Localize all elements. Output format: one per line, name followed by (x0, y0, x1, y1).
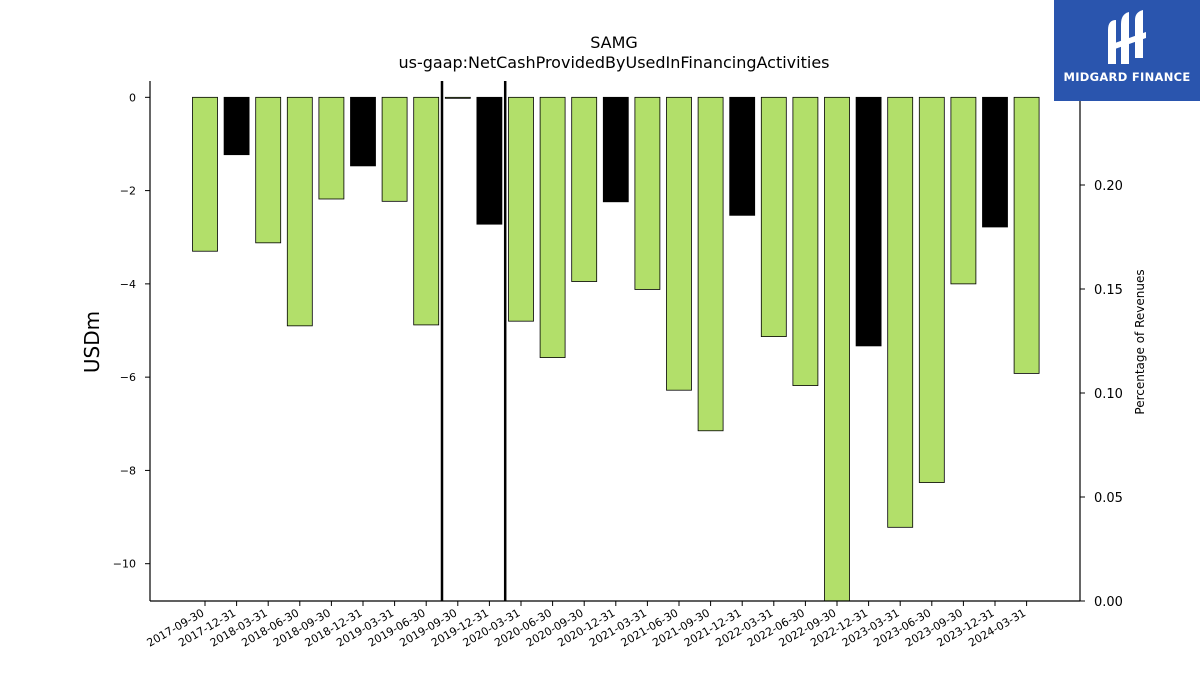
right-y-ticks: 0.00 0.05 0.10 0.15 0.20 (1080, 179, 1123, 610)
y-tick-label: −6 (120, 371, 136, 384)
bar-2018-06-30 (286, 96, 313, 327)
y-tick-label: −2 (120, 185, 136, 198)
brand-logo: MIDGARD FINANCE (1054, 0, 1200, 101)
bar-2023-12-31 (982, 96, 1008, 228)
bar-2019-12-31 (476, 96, 503, 225)
y2-tick-label: 0.15 (1094, 283, 1123, 298)
bar-2024-03-31 (1013, 96, 1040, 374)
marker-lines (440, 81, 507, 601)
bar-2020-12-31 (602, 96, 629, 203)
midgard-logo-icon (1108, 10, 1146, 64)
bar-2018-09-30 (318, 96, 345, 200)
bar-2019-09-30 (444, 96, 471, 99)
y2-tick-label: 0.10 (1094, 387, 1123, 402)
bar-2020-03-31 (508, 96, 534, 322)
bar-2017-12-31 (223, 96, 250, 156)
bars-group (192, 96, 1040, 602)
bar-2022-03-31 (760, 96, 787, 337)
y2-tick-label: 0.00 (1094, 595, 1123, 610)
bar-2021-03-31 (634, 96, 661, 290)
bar-2019-03-31 (381, 96, 408, 202)
y-axis-label: USDm (80, 311, 104, 373)
bar-2023-06-30 (918, 96, 945, 483)
bar-2020-09-30 (571, 96, 598, 282)
axes-frame (149, 81, 1081, 602)
bar-2021-06-30 (666, 96, 692, 391)
y2-tick-label: 0.20 (1094, 179, 1123, 194)
y-tick-label: −10 (113, 558, 136, 571)
bar-2023-09-30 (950, 96, 977, 285)
bar-2022-12-31 (855, 96, 882, 347)
y-tick-label: −4 (120, 278, 136, 291)
chart-title: SAMG (590, 33, 638, 52)
y-tick-label: 0 (129, 91, 136, 104)
bar-2018-12-31 (350, 96, 376, 167)
x-ticks: 2017-09-302017-12-312018-03-312018-06-30… (145, 601, 1028, 650)
chart-subtitle: us-gaap:NetCashProvidedByUsedInFinancing… (398, 53, 829, 72)
bar-2022-09-30 (824, 96, 850, 602)
left-y-ticks: 0 −2 −4 −6 −8 −10 (113, 91, 150, 571)
bar-2023-03-31 (887, 96, 914, 528)
bar-2020-06-30 (539, 96, 566, 358)
bar-2017-09-30 (192, 96, 218, 252)
bar-2019-06-30 (413, 96, 440, 326)
bar-2021-09-30 (697, 96, 724, 432)
bar-2022-06-30 (792, 96, 819, 386)
y2-axis-label: Percentage of Revenues (1133, 269, 1147, 414)
bar-2018-03-31 (255, 96, 282, 244)
y-tick-label: −8 (120, 464, 136, 477)
bar-2021-12-31 (729, 96, 756, 216)
brand-logo-text: MIDGARD FINANCE (1063, 70, 1191, 84)
y2-tick-label: 0.05 (1094, 491, 1123, 506)
